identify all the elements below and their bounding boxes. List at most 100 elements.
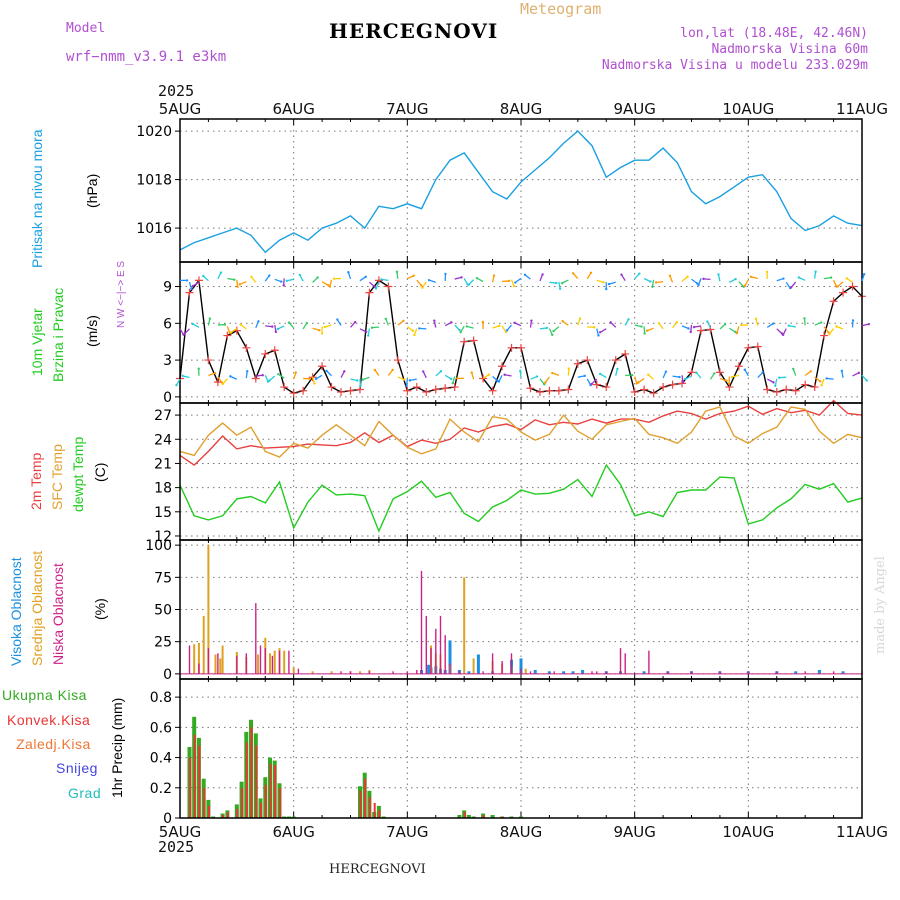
bar-konvek-kisa [269,763,272,818]
wind-direction-arrowhead [373,368,377,372]
wind-direction-arrowhead [412,274,415,277]
wind-direction-arrowhead [305,321,309,325]
wind-direction-arrowhead [571,272,575,275]
wind-direction-arrowhead [370,326,374,329]
wind-direction-arrowhead [706,320,709,323]
wind-direction-arrowhead [282,284,285,287]
footer-title: HERCEGNOVI [329,862,426,877]
bar-niska-oblacnost [406,671,408,674]
wind-speed-marker [564,385,573,394]
wind-speed-marker [337,387,346,396]
wind-direction-arrowhead [781,333,785,337]
bar-niska-oblacnost [188,645,191,674]
wind-direction-arrowhead [541,273,544,276]
ytick-label-precip: 0.2 [150,781,172,797]
wind-direction-arrowhead [643,332,646,335]
xtick-label-bottom: 6AUG [272,823,314,841]
wind-direction-arrowhead [589,271,593,274]
wind-direction-arrowhead [420,284,423,287]
wind-direction-arrowhead [645,329,649,332]
bar-niska-oblacnost [245,653,247,674]
bar-niska-oblacnost [596,671,598,674]
wind-speed-marker [441,384,450,393]
bar-konvek-kisa [222,815,225,818]
xtick-label-top: 10AUG [722,100,774,118]
wind-direction-arrowhead [683,377,687,381]
bar-niska-oblacnost [747,671,749,674]
wind-direction-arrowhead [607,282,611,286]
wind-direction-arrowhead [734,277,737,281]
wind-direction-arrowhead [513,321,516,325]
wind-direction-arrowhead [675,321,679,324]
wind-speed-marker [450,383,459,392]
wind-speed-marker [839,288,848,297]
wind-speed-marker [621,349,630,358]
wind-direction-arrowhead [545,326,549,330]
bar-niska-oblacnost [288,650,290,674]
wind-direction-arrowhead [197,367,200,370]
bar-konvek-kisa [198,745,201,818]
wind-direction-arrowhead [552,329,555,333]
wind-direction-arrowhead [467,283,470,286]
wind-speed-marker [592,380,601,389]
wind-speed-marker [829,297,838,306]
wind-direction-arrowhead [789,286,793,289]
wind-direction-arrowhead [395,270,399,273]
wind-speed-marker [460,337,469,346]
ytick-label-temperature: 24 [154,432,172,448]
wind-direction-arrowhead [408,379,412,382]
wind-direction-arrowhead [692,325,696,329]
bar-niska-oblacnost [368,671,371,674]
wind-direction-arrowhead [391,368,394,372]
wind-speed-marker [810,383,819,392]
wind-speed-marker [223,331,232,340]
panel-precip [175,678,863,819]
xtick-label-top: 8AUG [500,100,542,118]
wind-direction-arrowhead [343,370,346,373]
bar-srednja-oblacnost [221,645,224,674]
wind-direction-arrowhead [749,275,753,278]
ytick-label-precip: 0.4 [150,751,172,767]
ytick-label-cloud: 75 [154,570,172,586]
wind-speed-marker [772,387,781,396]
wind-direction-arrowhead [320,332,324,335]
wind-direction-arrowhead [649,280,652,283]
wind-direction-arrowhead [845,277,848,280]
xtick-label-bottom: 11AUG [836,823,888,841]
wind-direction-arrowhead [439,370,443,373]
wind-direction-arrowhead [787,324,791,327]
page-title: HERCEGNOVI [329,19,499,43]
wind-direction-arrowhead [754,317,758,320]
wind-direction-arrowhead [449,377,453,381]
wind-direction-arrowhead [627,318,630,321]
wind-direction-arrowhead [695,282,699,285]
wind-direction-arrowhead [250,275,253,279]
ytick-label-precip: 0 [163,811,172,827]
bar-konvek-kisa [463,812,466,818]
bar-visoka-oblacnost [519,658,523,674]
bar-niska-oblacnost [340,671,342,674]
bar-niska-oblacnost [449,663,451,674]
wind-direction-arrowhead [647,373,650,376]
bar-niska-oblacnost [264,648,266,674]
wind-speed-marker [611,356,620,365]
wind-direction-arrowhead [514,281,517,284]
wind-direction-arrowhead [175,383,178,387]
wind-direction-arrowhead [373,285,377,288]
bar-srednja-oblacnost [472,658,475,674]
wind-direction-arrowhead [213,371,217,375]
wind-direction-arrowhead [695,371,698,374]
wind-direction-arrowhead [597,334,600,337]
bar-visoka-oblacnost [467,671,471,674]
wind-direction-arrowhead [560,281,564,285]
wind-direction-arrowhead [616,367,619,371]
wind-direction-arrowhead [277,372,280,376]
bar-niska-oblacnost [435,628,437,674]
xtick-label-bottom: 10AUG [722,823,774,841]
wind-direction-arrowhead [444,272,447,276]
wind-direction-arrowhead [318,329,321,332]
wind-direction-arrowhead [364,275,367,278]
wind-direction-arrowhead [421,286,424,289]
ytick-label-cloud: 25 [154,635,172,651]
wind-direction-arrowhead [867,322,871,326]
